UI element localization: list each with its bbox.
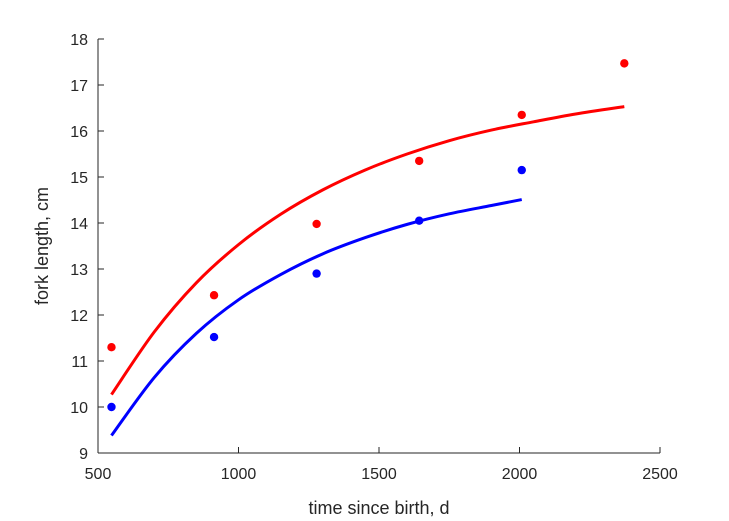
y-ticks: 9 10 11 12 13 14 15 16 17 18	[70, 32, 104, 463]
fit-curve	[110, 198, 523, 437]
y-tick-label: 9	[79, 446, 88, 463]
data-point	[517, 165, 526, 175]
x-tick-label: 2500	[642, 466, 678, 483]
data-point	[312, 269, 321, 278]
series-layer	[107, 59, 629, 437]
data-point	[312, 219, 321, 229]
data-point	[620, 59, 629, 68]
x-axis-label: time since birth, d	[308, 498, 449, 518]
y-tick-label: 10	[70, 400, 88, 417]
data-point	[209, 291, 219, 300]
y-tick-label: 16	[70, 124, 88, 141]
data-point	[107, 402, 116, 412]
y-tick-label: 14	[70, 216, 88, 233]
axes: 500 1000 1500 2000 2500 9 10 11 12 13 14 15 16 17 18	[70, 32, 678, 483]
x-tick-label: 2000	[502, 466, 538, 483]
data-point	[414, 216, 424, 225]
data-point	[107, 343, 116, 352]
series-2	[107, 165, 526, 437]
y-tick-label: 17	[70, 78, 88, 95]
x-tick-label: 1000	[221, 466, 257, 483]
y-tick-label: 11	[71, 354, 88, 371]
fit-curve	[110, 105, 625, 396]
y-tick-label: 12	[70, 308, 88, 325]
y-axis-label: fork length, cm	[32, 187, 52, 305]
y-tick-label: 18	[70, 32, 88, 49]
x-tick-label: 1500	[361, 466, 397, 483]
data-point	[517, 110, 526, 120]
x-ticks: 500 1000 1500 2000 2500	[85, 447, 678, 483]
series-1	[107, 59, 629, 396]
y-tick-label: 15	[70, 170, 88, 187]
data-point	[209, 332, 219, 342]
data-point	[414, 156, 424, 166]
x-tick-label: 500	[85, 466, 112, 483]
y-tick-label: 13	[70, 262, 88, 279]
